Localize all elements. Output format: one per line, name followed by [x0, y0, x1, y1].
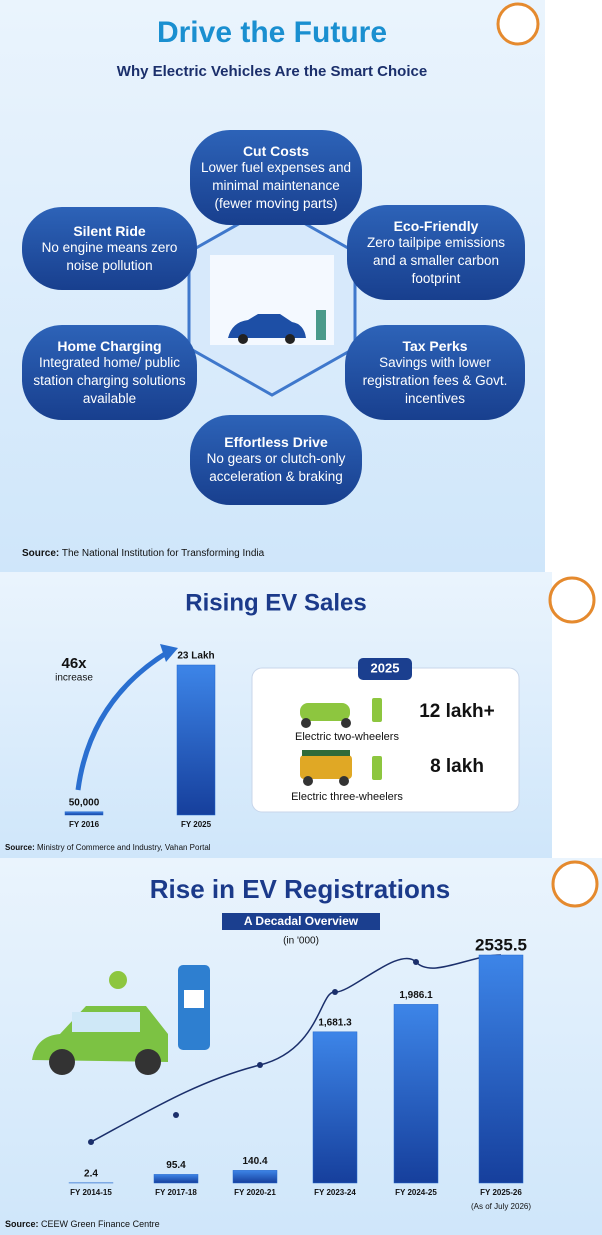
benefit-box: Effortless Drive No gears or clutch-only …: [190, 415, 362, 505]
unit-note: (in '000): [283, 936, 319, 947]
x-tick-label: FY 2025-26: [480, 1188, 522, 1197]
value-label: 95.4: [166, 1160, 186, 1171]
three-wheeler-icon: [300, 750, 382, 786]
bar: [153, 1174, 199, 1184]
benefit-text: Integrated home/ public station charging…: [33, 354, 186, 406]
value-label: 1,681.3: [318, 1017, 352, 1028]
logo: [496, 2, 599, 908]
wheel: [238, 334, 248, 344]
benefit-box: Cut Costs Lower fuel expenses and minimal…: [190, 130, 362, 225]
trend-dot: [88, 1139, 94, 1145]
car-illustration: [32, 965, 210, 1075]
x-tick-label: FY 2014-15: [70, 1188, 112, 1197]
benefit-box: Silent Ride No engine means zero noise po…: [22, 207, 197, 290]
inset-label: Electric two-wheelers: [295, 731, 399, 743]
source-text: CEEW Green Finance Centre: [41, 1219, 160, 1229]
benefit-box: Eco-Friendly Zero tailpipe emissions and …: [347, 205, 525, 300]
benefit-title: Tax Perks: [402, 337, 468, 354]
x-tick-label: FY 2024-25: [395, 1188, 437, 1197]
x-tick-label: FY 2017-18: [155, 1188, 197, 1197]
value-label: 23 Lakh: [177, 651, 214, 662]
bar: [393, 1004, 439, 1184]
x-tick-label: FY 2016: [69, 820, 100, 829]
inset-value: 12 lakh+: [419, 701, 495, 722]
bar: [478, 954, 524, 1184]
bar: [176, 664, 216, 816]
x-tick-label: FY 2020-21: [234, 1188, 276, 1197]
inset-value: 8 lakh: [430, 756, 484, 777]
benefit-title: Eco-Friendly: [393, 217, 479, 234]
value-label: 2.4: [84, 1168, 98, 1179]
benefit-text: No engine means zero noise pollution: [41, 239, 178, 273]
bar: [64, 811, 104, 816]
trend-curve: [90, 954, 502, 1143]
benefit-title: Cut Costs: [242, 142, 310, 159]
trend-dot: [413, 959, 419, 965]
chart-title: Rise in EV Registrations: [150, 874, 451, 904]
source: Source: Ministry of Commerce and Industr…: [5, 843, 211, 852]
source: Source: CEEW Green Finance Centre: [5, 1219, 160, 1229]
benefit-title: Home Charging: [57, 337, 162, 354]
benefit-title: Silent Ride: [73, 222, 146, 239]
car-icon: [228, 314, 306, 338]
source: Source: The National Institution for Tra…: [22, 548, 264, 559]
title: Drive the Future: [157, 16, 387, 49]
benefit-text: Savings with lower registration fees & G…: [362, 354, 508, 406]
arrow-head: [160, 644, 178, 662]
bar: [312, 1031, 358, 1184]
arrow: [75, 649, 170, 791]
value-label: 140.4: [242, 1156, 267, 1167]
chart-subtitle: A Decadal Overview: [244, 914, 359, 928]
x-tick-label: FY 2025: [181, 820, 212, 829]
value-label: 50,000: [69, 797, 100, 808]
value-label: 1,986.1: [399, 990, 433, 1001]
inset-label: Electric three-wheelers: [291, 791, 403, 803]
charger-icon: [316, 310, 326, 340]
source-text: Ministry of Commerce and Industry, Vahan…: [37, 843, 211, 852]
trend-dot: [332, 989, 338, 995]
annotation-text: increase: [55, 673, 93, 684]
benefit-text: Zero tailpipe emissions and a smaller ca…: [366, 234, 506, 286]
source-label: Source:: [5, 1219, 39, 1229]
benefit-box: Home Charging Integrated home/ public sta…: [22, 325, 197, 420]
benefit-text: Lower fuel expenses and minimal maintena…: [200, 159, 352, 211]
two-wheeler-icon: [300, 698, 382, 728]
inset-year: 2025: [371, 660, 400, 675]
bar: [232, 1170, 278, 1184]
wheel: [285, 334, 295, 344]
x-tick-label: FY 2023-24: [314, 1188, 356, 1197]
trend-dot: [257, 1062, 263, 1068]
source-label: Source:: [22, 548, 60, 559]
subtitle-badge: [222, 913, 380, 930]
benefit-text: No gears or clutch-only acceleration & b…: [206, 451, 346, 484]
inset-badge: [358, 658, 412, 680]
source-label: Source:: [5, 843, 35, 852]
trend-dot: [173, 1112, 179, 1118]
value-label: 2535.5: [475, 935, 527, 954]
source-text: The National Institution for Transformin…: [61, 548, 265, 559]
chart-title: Rising EV Sales: [185, 589, 366, 616]
benefit-box: Tax Perks Savings with lower registration…: [345, 325, 525, 420]
annotation: 46x: [61, 655, 87, 672]
benefit-title: Effortless Drive: [224, 434, 328, 450]
category-note: (As of July 2026): [471, 1202, 531, 1211]
subtitle: Why Electric Vehicles Are the Smart Choi…: [117, 63, 427, 80]
